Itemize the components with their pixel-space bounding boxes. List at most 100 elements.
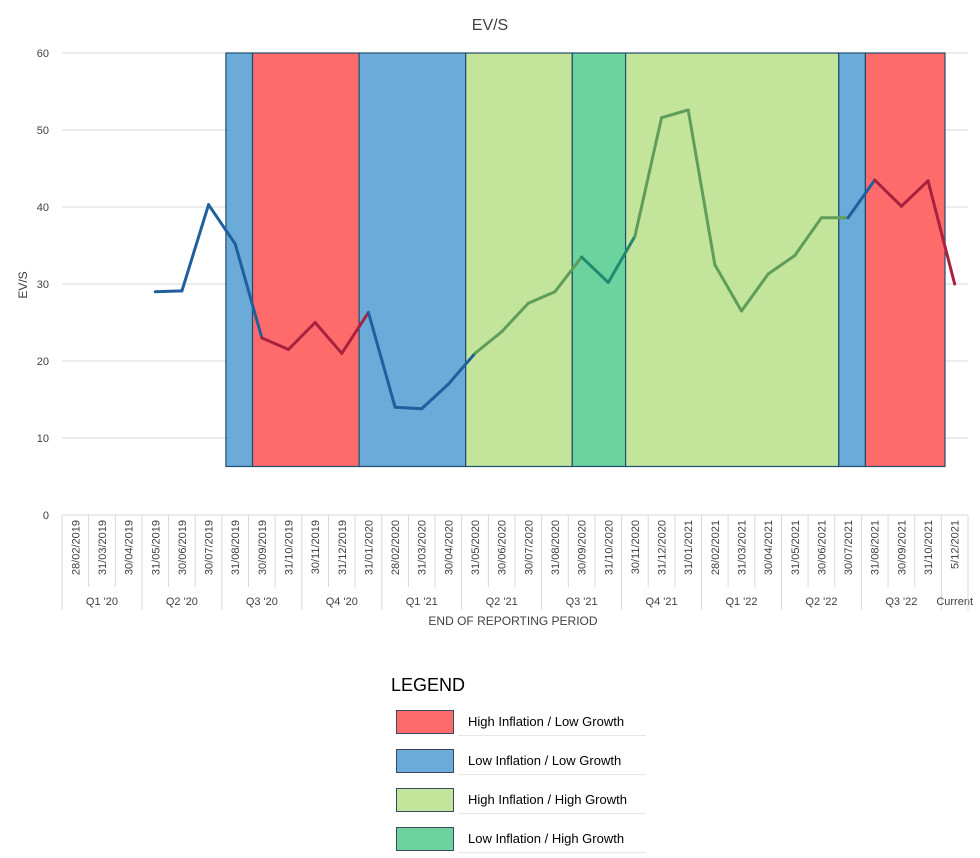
x-tick-label: 31/01/2021 [683,520,695,575]
series-segment [899,179,930,208]
y-tick-label: 10 [37,433,49,445]
quarter-label: Q1 '22 [725,596,757,608]
regime-region-low-low [358,52,467,468]
series-segment [260,336,290,351]
series-segment [393,405,424,411]
x-tick-label: 30/09/2019 [257,520,269,575]
x-tick-label: 31/03/2021 [737,520,749,575]
series-segment [553,255,584,294]
series-segment [446,351,477,386]
x-tick-label: 28/02/2021 [710,520,722,575]
quarter-label: Q2 '22 [805,596,837,608]
x-tick-label: 31/10/2019 [284,520,296,575]
legend-divider [458,852,646,853]
series-segment [180,203,211,293]
x-axis: 28/02/2019 31/03/2019 30/04/2019 31/05/2019… [61,514,973,610]
x-tick-label: 31/10/2021 [923,520,935,575]
series-segment [660,108,690,120]
y-tick-label: 40 [37,202,49,214]
quarter-label: Q3 '21 [566,596,598,608]
x-axis-label: END OF REPORTING PERIOD [428,614,597,628]
legend-divider [458,735,646,736]
legend-label: Low Inflation / Low Growth [468,753,622,768]
legend-item-high-high: High Inflation / High Growth [396,788,646,814]
quarter-label: Q3 '22 [885,596,917,608]
x-tick-label: 31/01/2020 [363,520,375,575]
series-segment [233,242,264,340]
y-tick-label: 0 [43,510,49,522]
x-tick-label: 30/11/2019 [310,520,322,574]
series-segment [926,179,957,286]
legend-swatch [396,827,454,851]
series-segment [846,178,877,220]
quarter-label: Q1 '20 [86,596,118,608]
x-tick-label: 31/05/2019 [150,520,162,575]
legend-label: Low Inflation / High Growth [468,831,625,846]
series-segment [713,263,743,313]
quarter-label: Q3 '20 [246,596,278,608]
x-tick-label: 30/07/2020 [523,520,535,575]
x-tick-label: 30/09/2021 [896,520,908,575]
x-tick-label: 31/05/2021 [790,520,802,575]
legend-divider [458,774,646,775]
series-segment [500,301,530,334]
legend-label: High Inflation / High Growth [468,792,627,807]
quarter-label: Q4 '21 [646,596,678,608]
series-segment [526,290,557,305]
legend-divider [458,813,646,814]
regime-region-high-high [624,52,840,468]
x-tick-label: 28/02/2019 [70,520,82,575]
x-tick-label: 31/08/2020 [550,520,562,575]
series-segment [207,203,237,246]
regime-region-high-low [251,52,360,468]
chart-title: EV/S [472,17,508,34]
series-segment [366,310,397,409]
legend-item-high-low: High Inflation / Low Growth [396,710,646,736]
series-segment [633,116,664,238]
y-tick-label: 30 [37,279,49,291]
series-segment [580,255,610,284]
series-segment [686,108,717,267]
x-tick-label: 31/12/2020 [657,520,669,575]
y-tick-label: 60 [37,48,49,60]
x-tick-label: 5/12/2021 [950,520,962,569]
x-tick-label: 30/04/2019 [124,520,136,575]
series-segment [313,321,344,355]
legend-swatch [396,749,454,773]
legend-swatch [396,710,454,734]
y-tick-labels: 0 10 20 30 40 50 60 [37,48,49,522]
series-segment [873,178,903,208]
series-segment [340,310,370,355]
series-segment [606,234,637,284]
x-tick-label: 31/08/2021 [870,520,882,575]
x-tick-label: 31/03/2019 [97,520,109,575]
series-segment [287,321,317,351]
y-tick-label: 50 [37,125,49,137]
x-tick-label: 31/03/2020 [417,520,429,575]
x-tick-label: 30/07/2019 [204,520,216,575]
series-segment [473,330,504,355]
legend-swatch [396,788,454,812]
quarter-label: Current [936,596,973,608]
x-tick-label: 28/02/2020 [390,520,402,575]
x-tick-label: 31/08/2019 [230,520,242,575]
quarter-label: Q1 '21 [406,596,438,608]
legend-item-low-high: Low Inflation / High Growth [396,827,646,853]
y-tick-label: 20 [37,356,49,368]
legend-title: LEGEND [391,675,466,695]
quarter-label: Q4 '20 [326,596,358,608]
regime-region-high-low [864,52,946,468]
x-tick-label: 30/06/2019 [177,520,189,575]
series-segment [766,254,797,276]
quarter-label: Q2 '20 [166,596,198,608]
x-tick-label: 31/10/2020 [603,520,615,575]
x-tick-label: 30/11/2020 [630,520,642,574]
quarter-label: Q2 '21 [486,596,518,608]
x-tick-label: 30/09/2020 [577,520,589,575]
legend-label: High Inflation / Low Growth [468,714,625,729]
regime-region-low-low [838,52,867,468]
x-tick-label: 30/07/2021 [843,520,855,575]
x-tick-label: 31/12/2019 [337,520,349,575]
x-tick-label: 30/04/2021 [763,520,775,575]
series-segment [153,289,184,294]
